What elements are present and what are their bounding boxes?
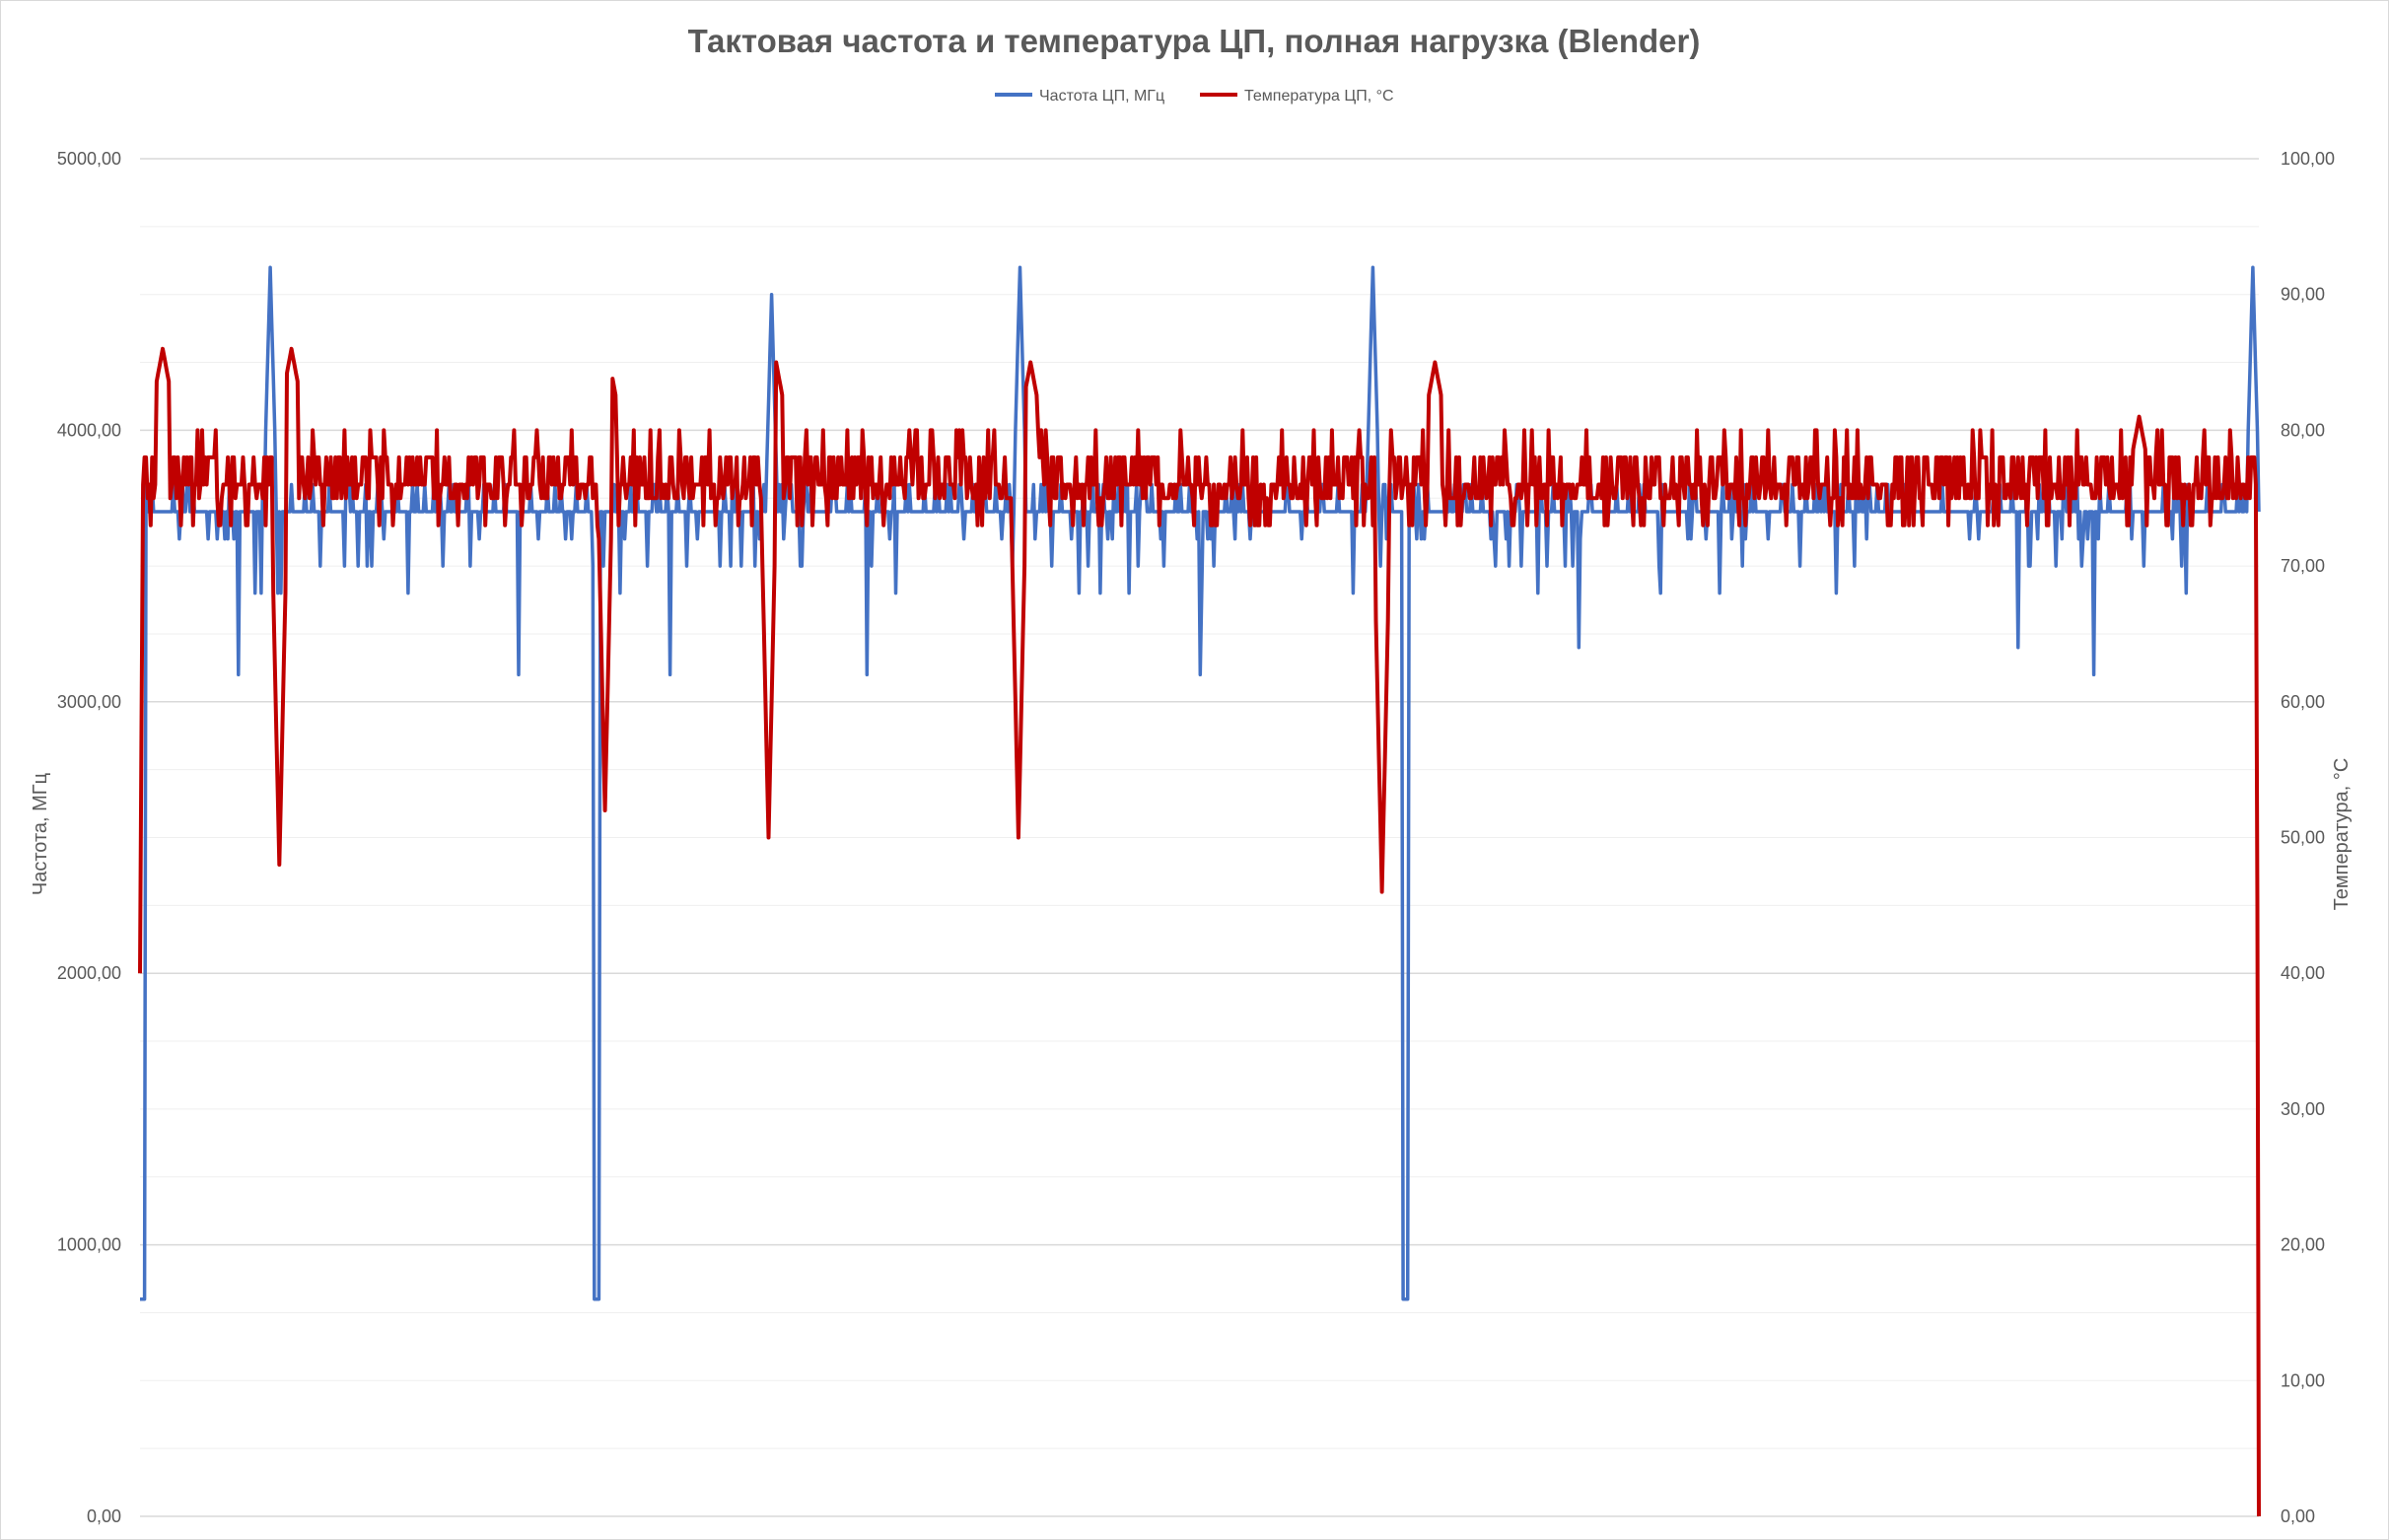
right-tick-label: 20,00 xyxy=(2281,1235,2325,1255)
series-layer xyxy=(138,265,2261,1517)
right-tick-label: 100,00 xyxy=(2281,149,2335,169)
legend-item-frequency: Частота ЦП, МГц xyxy=(995,88,1164,105)
left-tick-label: 0,00 xyxy=(87,1506,121,1526)
right-axis-title: Температура, °C xyxy=(2331,758,2353,911)
legend: Частота ЦП, МГц Температура ЦП, °C xyxy=(995,88,1394,105)
grid-lines xyxy=(140,158,2259,1517)
left-tick-label: 1000,00 xyxy=(57,1235,121,1255)
legend-item-temperature: Температура ЦП, °C xyxy=(1200,88,1394,105)
right-tick-label: 50,00 xyxy=(2281,828,2325,848)
left-tick-label: 5000,00 xyxy=(57,149,121,169)
legend-label-frequency: Частота ЦП, МГц xyxy=(1039,88,1164,105)
right-axis-ticks: 0,00 10,00 20,00 30,00 40,00 50,00 60,00 70,00 8… xyxy=(2281,149,2335,1526)
left-tick-label: 3000,00 xyxy=(57,692,121,712)
right-tick-label: 40,00 xyxy=(2281,963,2325,983)
left-axis-ticks: 0,00 1000,00 2000,00 3000,00 4000,00 5000,00 xyxy=(57,149,121,1526)
right-tick-label: 60,00 xyxy=(2281,692,2325,712)
right-tick-label: 10,00 xyxy=(2281,1370,2325,1390)
right-tick-label: 70,00 xyxy=(2281,556,2325,576)
series-line-temperature xyxy=(138,346,2261,1517)
left-axis-title: Частота, МГц xyxy=(30,773,51,895)
right-tick-label: 0,00 xyxy=(2281,1506,2315,1526)
right-tick-label: 90,00 xyxy=(2281,285,2325,305)
legend-label-temperature: Температура ЦП, °C xyxy=(1244,88,1394,105)
chart-title: Тактовая частота и температура ЦП, полна… xyxy=(688,23,1701,59)
right-tick-label: 80,00 xyxy=(2281,420,2325,440)
left-tick-label: 2000,00 xyxy=(57,963,121,983)
right-tick-label: 30,00 xyxy=(2281,1099,2325,1119)
series-line-frequency xyxy=(139,265,2261,1301)
left-tick-label: 4000,00 xyxy=(57,420,121,440)
